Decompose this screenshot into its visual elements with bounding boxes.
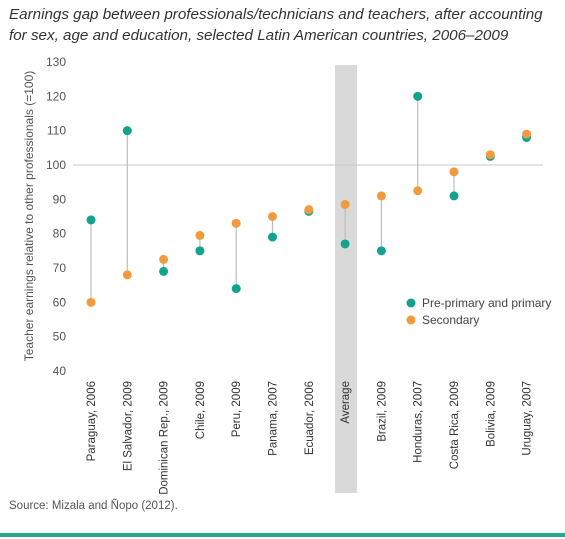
- legend-marker: [406, 315, 416, 325]
- y-tick-label: 70: [53, 261, 67, 275]
- data-point: [376, 191, 386, 201]
- y-axis-label: Teacher earnings relative to other profe…: [22, 71, 36, 362]
- chart-title: Earnings gap between professionals/techn…: [9, 6, 543, 44]
- data-point: [449, 191, 459, 201]
- x-category-label: Brazil, 2009: [376, 381, 388, 442]
- data-point: [122, 126, 132, 136]
- x-axis: Paraguay, 2006 El Salvador, 2009 Dominican…: [86, 381, 534, 495]
- y-tick-label: 80: [53, 227, 67, 241]
- x-category-label: Costa Rica, 2009: [449, 381, 461, 469]
- y-tick-label: 120: [46, 89, 66, 103]
- y-tick-label: 50: [53, 330, 67, 344]
- data-point: [485, 150, 495, 160]
- point-layer: [86, 91, 532, 307]
- data-point: [86, 215, 96, 225]
- legend-label: Pre-primary and primary: [422, 296, 551, 310]
- x-category-label: El Salvador, 2009: [122, 381, 134, 471]
- data-point: [231, 218, 241, 228]
- y-tick-label: 90: [53, 192, 67, 206]
- x-category-label: Honduras, 2007: [413, 381, 425, 463]
- source-note: Source: Mizala and Ñopo (2012).: [9, 500, 178, 512]
- data-point: [376, 246, 386, 256]
- data-point: [159, 266, 169, 276]
- data-point: [268, 212, 277, 221]
- y-axis: 40 50 60 70 80 90 100 110 120 130: [46, 55, 66, 378]
- x-category-label: Paraguay, 2006: [86, 381, 98, 461]
- data-point: [159, 254, 169, 264]
- data-point: [413, 186, 423, 196]
- data-point: [231, 284, 241, 294]
- legend: Pre-primary and primary Secondary: [406, 296, 551, 327]
- data-point: [122, 270, 132, 280]
- y-tick-label: 100: [46, 158, 66, 172]
- data-point: [449, 167, 459, 177]
- data-point: [413, 91, 423, 101]
- x-category-label: Average: [340, 381, 352, 424]
- x-category-label: Panama, 2007: [268, 381, 280, 456]
- x-category-label: Bolivia, 2009: [485, 381, 497, 447]
- y-tick-label: 110: [47, 124, 66, 138]
- y-tick-label: 40: [53, 364, 67, 378]
- data-point: [522, 129, 532, 139]
- data-point: [195, 230, 205, 240]
- data-point: [86, 297, 96, 307]
- connector-layer: [90, 96, 528, 303]
- x-category-label: Ecuador, 2006: [304, 381, 316, 455]
- x-category-label: Uruguay, 2007: [522, 381, 534, 456]
- data-point: [340, 199, 350, 209]
- legend-label: Secondary: [422, 313, 479, 327]
- x-category-label: Dominican Rep., 2009: [159, 381, 171, 495]
- y-tick-label: 60: [53, 295, 67, 309]
- bottom-accent-rule: [0, 533, 565, 537]
- x-category-label: Chile, 2009: [195, 381, 207, 439]
- y-tick-label: 130: [46, 55, 66, 69]
- data-point: [304, 205, 314, 215]
- data-point: [268, 232, 277, 242]
- data-point: [340, 239, 350, 249]
- x-category-label: Peru, 2009: [231, 381, 243, 437]
- highlight-band-layer: [335, 65, 358, 493]
- average-highlight-band: [335, 65, 358, 493]
- legend-marker: [406, 298, 416, 308]
- data-point: [195, 246, 205, 256]
